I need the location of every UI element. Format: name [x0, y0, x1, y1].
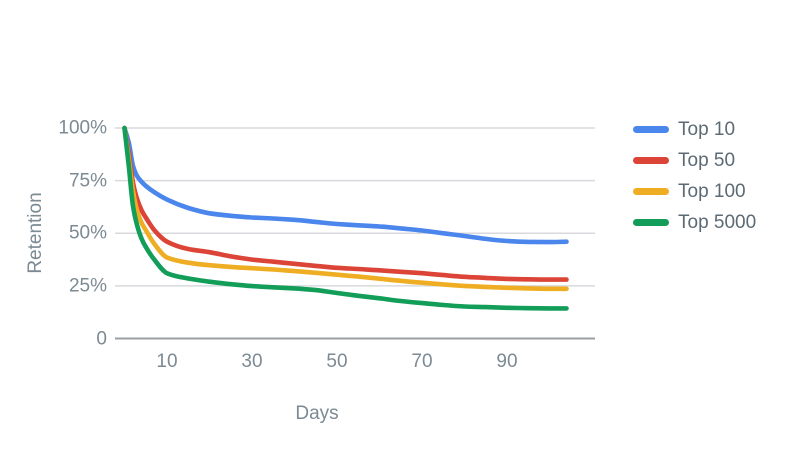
- x-tick-label: 70: [411, 351, 433, 372]
- legend-swatch-icon: [633, 156, 669, 164]
- series-line-top-10: [122, 125, 569, 245]
- y-tick-label: 50%: [68, 222, 107, 244]
- legend-swatch-icon: [633, 125, 669, 133]
- series-line-top-5000: [122, 125, 569, 311]
- legend-item-top-50: Top 50: [633, 150, 756, 170]
- legend-label: Top 5000: [678, 211, 757, 233]
- x-axis-title: Days: [295, 403, 339, 424]
- series-line-top-100: [122, 125, 569, 292]
- legend-label: Top 100: [678, 180, 746, 202]
- legend-swatch-icon: [633, 187, 669, 195]
- legend-label: Top 10: [678, 118, 736, 140]
- y-tick-label: 0: [96, 328, 107, 349]
- y-tick-label: 100%: [58, 117, 107, 139]
- x-tick-label: 10: [156, 351, 178, 372]
- x-tick-label: 30: [241, 351, 263, 372]
- legend: Top 10 Top 50 Top 100 Top 5000: [633, 119, 756, 232]
- legend-swatch-icon: [633, 218, 669, 226]
- legend-label: Top 50: [678, 149, 736, 171]
- x-tick-label: 50: [326, 351, 348, 372]
- series-line-top-50: [122, 125, 569, 282]
- y-tick-label: 75%: [68, 170, 107, 192]
- y-axis-title: Retention: [25, 192, 46, 274]
- x-tick-label: 90: [496, 351, 518, 372]
- y-tick-label: 25%: [68, 275, 107, 297]
- legend-item-top-10: Top 10: [633, 119, 756, 139]
- legend-item-top-5000: Top 5000: [633, 212, 756, 232]
- legend-item-top-100: Top 100: [633, 181, 756, 201]
